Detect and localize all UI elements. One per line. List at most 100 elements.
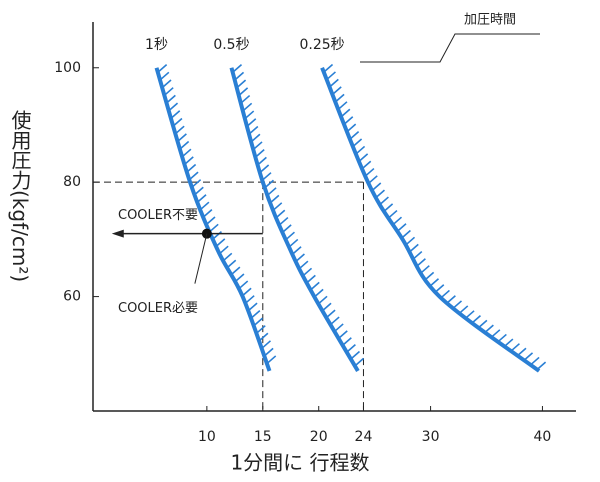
hatch [243, 102, 253, 111]
hatch [169, 102, 179, 111]
y-axis-title: 使用圧力(kgf/cm²) [8, 110, 32, 283]
hatch [318, 295, 328, 304]
hatch [223, 252, 233, 261]
hatch [388, 209, 398, 219]
hatch [330, 316, 340, 325]
hatch [384, 203, 394, 212]
curve [229, 67, 360, 372]
hatch [375, 189, 385, 198]
hatch [372, 182, 382, 191]
hatch [397, 223, 407, 232]
hatch [267, 355, 277, 364]
hatch [365, 167, 375, 177]
hatch [356, 145, 366, 155]
hatch [270, 194, 280, 203]
hatch [465, 310, 475, 319]
series-label: 0.25秒 [299, 37, 344, 53]
hatch [299, 260, 309, 269]
hatch [510, 343, 520, 352]
hatch [409, 243, 419, 252]
hatch [264, 179, 275, 188]
hatch [530, 356, 540, 366]
hatch [171, 110, 181, 119]
hatch [350, 130, 360, 140]
y-tick-label: 60 [63, 289, 81, 305]
hatch [239, 87, 249, 96]
hatch [264, 347, 274, 356]
hatch [162, 79, 172, 88]
hatch [420, 265, 430, 274]
hatch [344, 116, 354, 125]
y-tick-label: 80 [63, 174, 81, 190]
hatch [216, 238, 226, 247]
hatch [164, 87, 174, 96]
arrow-head [111, 229, 124, 238]
legend-title: 加圧時間 [464, 13, 516, 28]
hatch [279, 216, 289, 226]
hatch [261, 340, 272, 349]
hatch [249, 125, 259, 135]
hatch [306, 274, 316, 283]
x-tick-label: 15 [254, 429, 272, 445]
hatch [310, 281, 320, 290]
hatch [237, 79, 247, 88]
curve [154, 67, 272, 372]
hatch [332, 86, 342, 95]
hatch [251, 133, 261, 142]
hatch [416, 258, 426, 267]
hatch [241, 94, 251, 104]
hatch [324, 63, 334, 73]
hatch [166, 94, 176, 103]
hatch [254, 317, 264, 326]
hatch [429, 278, 440, 287]
annotation: COOLER不要 [118, 208, 198, 223]
hatch [200, 201, 210, 210]
hatch [256, 325, 266, 334]
hatch [484, 324, 494, 333]
hatch [435, 284, 445, 293]
hatch [192, 179, 202, 188]
hatch [478, 319, 488, 329]
hatch [440, 289, 450, 299]
hatch [379, 196, 389, 205]
hatch [413, 250, 423, 260]
hatch [471, 315, 481, 324]
hatch [212, 231, 222, 240]
x-tick-label: 24 [355, 429, 373, 445]
series-label: 0.5秒 [213, 37, 249, 53]
hatch [180, 140, 190, 150]
hatch [322, 302, 332, 311]
hatch [231, 266, 241, 275]
hatch [355, 357, 365, 366]
hatch [187, 163, 197, 173]
hatch [368, 175, 378, 184]
hatch [227, 259, 237, 268]
hatch [295, 253, 305, 262]
hatch [206, 216, 216, 225]
hatch [523, 352, 534, 361]
hatch [350, 350, 361, 360]
hatch [259, 332, 269, 341]
hatch [247, 118, 257, 127]
curve [320, 67, 541, 373]
hatch [303, 267, 313, 276]
hatch [182, 148, 192, 157]
hatch [335, 93, 345, 102]
hatch [251, 310, 261, 319]
hatch [257, 156, 267, 165]
hatch [253, 141, 263, 150]
hatch [341, 108, 351, 117]
hatch [194, 186, 204, 195]
hatch [334, 323, 344, 332]
hatch [326, 71, 336, 80]
hatch [329, 78, 339, 88]
hatch [504, 338, 514, 347]
hatch [239, 280, 249, 289]
hatch [235, 71, 245, 80]
x-tick-label: 10 [198, 429, 216, 445]
hatch [242, 287, 252, 296]
hatch [248, 302, 258, 311]
x-tick-label: 20 [310, 429, 328, 445]
